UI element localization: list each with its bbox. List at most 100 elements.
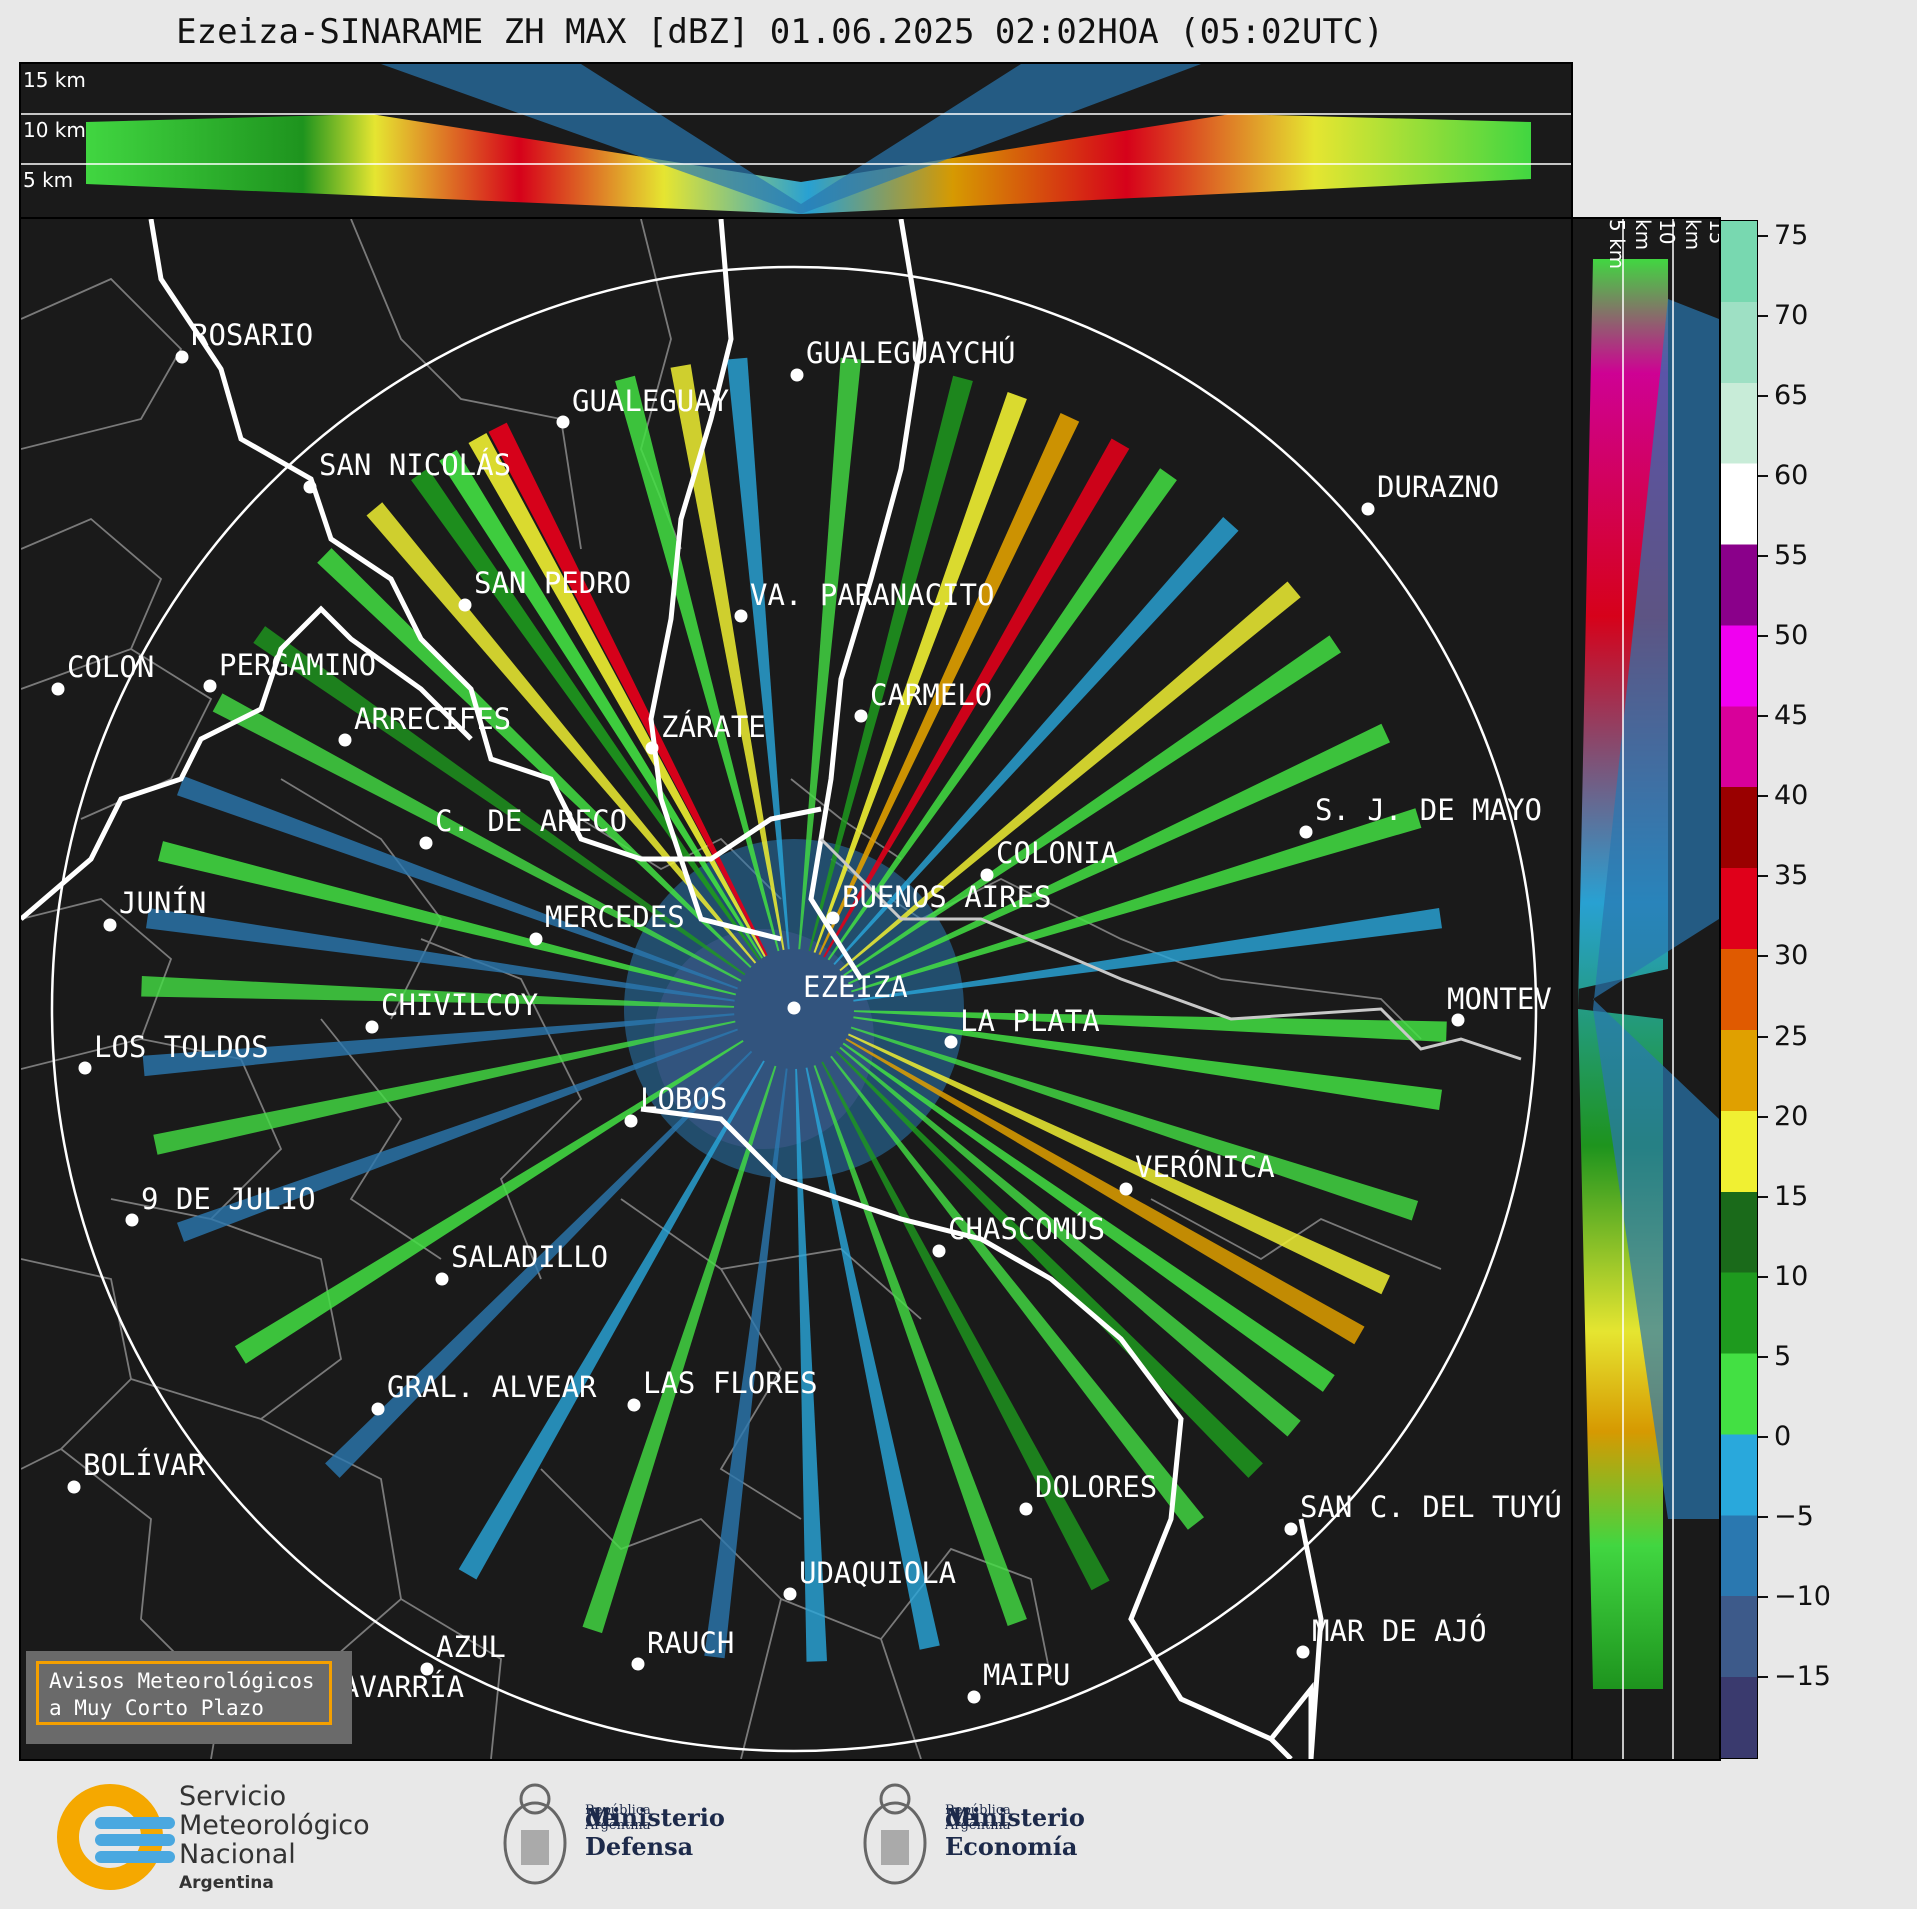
smn-emblem-icon bbox=[57, 1784, 175, 1890]
city-label: SAN C. DEL TUYÚ bbox=[1300, 1490, 1562, 1524]
radar-beam bbox=[458, 1060, 765, 1580]
admin-boundary bbox=[21, 517, 163, 690]
city-marker bbox=[371, 1402, 385, 1416]
city-label: CARMELO bbox=[870, 678, 993, 712]
radar-beam bbox=[805, 1067, 940, 1650]
radar-beam bbox=[843, 635, 1341, 977]
city-marker bbox=[980, 868, 994, 882]
colorbar-tick-label: 60 bbox=[1774, 460, 1809, 492]
colorbar-tick-label: −15 bbox=[1774, 1660, 1831, 1692]
city-label: CHASCOMÚS bbox=[948, 1212, 1106, 1246]
city-label: AZUL bbox=[436, 1630, 506, 1664]
city-marker bbox=[1361, 502, 1375, 516]
colorbar-tick bbox=[1758, 1595, 1768, 1598]
coat-of-arms-icon bbox=[503, 1783, 567, 1885]
radar-beam bbox=[582, 1065, 777, 1634]
avisos-button[interactable]: Avisos Meteorológicos a Muy Corto Plazo bbox=[36, 1661, 332, 1725]
colorbar-tick bbox=[1758, 475, 1768, 478]
city-label: LOBOS bbox=[640, 1082, 728, 1116]
economia-logo: Ministerio de Economía República Argenti… bbox=[855, 1775, 1135, 1895]
range-ring bbox=[50, 265, 1538, 1753]
smn-line-1: Servicio bbox=[179, 1781, 287, 1812]
radar-beam bbox=[850, 1026, 1419, 1221]
coastline bbox=[640, 1106, 1293, 1759]
city-label: ARRECIFES bbox=[354, 702, 512, 736]
city-marker bbox=[435, 1272, 449, 1286]
defensa-line-1: Ministerio bbox=[585, 1803, 725, 1832]
city-marker bbox=[967, 1690, 981, 1704]
city-marker bbox=[338, 733, 352, 747]
city-marker bbox=[734, 609, 748, 623]
city-label: COLON bbox=[67, 650, 155, 684]
radar-beam bbox=[808, 375, 973, 952]
city-label: CHIVILCOY bbox=[381, 988, 539, 1022]
city-marker bbox=[67, 1480, 81, 1494]
city-label: BUENOS AIRES bbox=[842, 880, 1052, 914]
radar-beam bbox=[813, 392, 1027, 953]
radar-beam bbox=[835, 1050, 1263, 1478]
top-cross-section: 15 km 10 km 5 km bbox=[19, 62, 1573, 219]
colorbar-tick-label: −5 bbox=[1774, 1500, 1814, 1532]
colorbar-tick bbox=[1758, 1275, 1768, 1278]
colorbar-tick bbox=[1758, 1515, 1768, 1518]
coastline bbox=[648, 219, 782, 942]
radar-beam bbox=[853, 1010, 1447, 1042]
city-label: DURAZNO bbox=[1377, 470, 1500, 504]
colorbar-tick-label: 10 bbox=[1774, 1260, 1809, 1292]
colorbar-tick-label: 35 bbox=[1774, 860, 1809, 892]
city-label: SAN NICOLÁS bbox=[319, 448, 512, 482]
radar-beam bbox=[615, 375, 780, 952]
avisos-line-2: a Muy Corto Plazo bbox=[49, 1696, 264, 1720]
city-label: DOLORES bbox=[1035, 1470, 1158, 1504]
colorbar-tick-label: 30 bbox=[1774, 940, 1809, 972]
side-height-10km: 10 km bbox=[1631, 219, 1679, 251]
city-marker bbox=[1296, 1645, 1310, 1659]
coat-of-arms-icon bbox=[863, 1783, 927, 1885]
colorbar-tick-label: 15 bbox=[1774, 1180, 1809, 1212]
dbz-colorbar bbox=[1720, 220, 1758, 1759]
radar-beam bbox=[839, 581, 1301, 972]
city-label: LOS TOLDOS bbox=[94, 1030, 269, 1064]
radar-beam bbox=[317, 548, 752, 968]
admin-boundary bbox=[780, 1598, 922, 1759]
avisos-box[interactable]: Avisos Meteorológicos a Muy Corto Plazo bbox=[26, 1651, 352, 1744]
radar-beam bbox=[325, 1050, 753, 1478]
colorbar-tick-label: 50 bbox=[1774, 620, 1809, 652]
city-marker bbox=[419, 836, 433, 850]
city-label: S. J. DE MAYO bbox=[1315, 793, 1542, 827]
city-label: BOLÍVAR bbox=[83, 1448, 206, 1482]
coastline bbox=[1298, 1518, 1324, 1759]
radar-beam bbox=[853, 1016, 1442, 1110]
colorbar-tick bbox=[1758, 235, 1768, 237]
city-marker bbox=[529, 932, 543, 946]
city-label: SALADILLO bbox=[451, 1240, 609, 1274]
admin-boundary bbox=[719, 1268, 802, 1520]
city-marker bbox=[944, 1035, 958, 1049]
city-marker bbox=[303, 480, 317, 494]
colorbar-tick bbox=[1758, 1115, 1768, 1118]
radar-beam bbox=[177, 776, 738, 990]
radar-beam bbox=[366, 502, 757, 964]
colorbar-tick bbox=[1758, 555, 1768, 558]
city-marker bbox=[1284, 1522, 1298, 1536]
colorbar-tick-label: 5 bbox=[1774, 1340, 1792, 1372]
city-label: JUNÍN bbox=[119, 886, 207, 920]
city-label: LAS FLORES bbox=[643, 1366, 818, 1400]
admin-boundary bbox=[350, 219, 582, 550]
radar-map: ROSARIO GUALEGUAYCHÚ GUALEGUAY SAN NICOLÁS D… bbox=[19, 217, 1573, 1761]
smn-logo: Servicio Meteorológico Nacional Argentin… bbox=[55, 1781, 395, 1893]
radar-beam bbox=[141, 976, 735, 1008]
admin-boundary bbox=[280, 778, 443, 1020]
colorbar-tick bbox=[1758, 715, 1768, 718]
city-label: C. DE ARECO bbox=[435, 804, 628, 838]
city-marker bbox=[125, 1213, 139, 1227]
radar-beam bbox=[439, 449, 763, 959]
city-marker bbox=[203, 679, 217, 693]
city-label: UDAQUIOLA bbox=[799, 1556, 957, 1590]
colorbar-tick-label: 55 bbox=[1774, 540, 1809, 572]
city-marker bbox=[790, 368, 804, 382]
chart-title: Ezeiza-SINARAME ZH MAX [dBZ] 01.06.2025 … bbox=[176, 12, 1384, 52]
economia-line-3: República Argentina bbox=[945, 1803, 1011, 1833]
city-marker bbox=[51, 682, 65, 696]
admin-boundary bbox=[620, 1198, 922, 1320]
